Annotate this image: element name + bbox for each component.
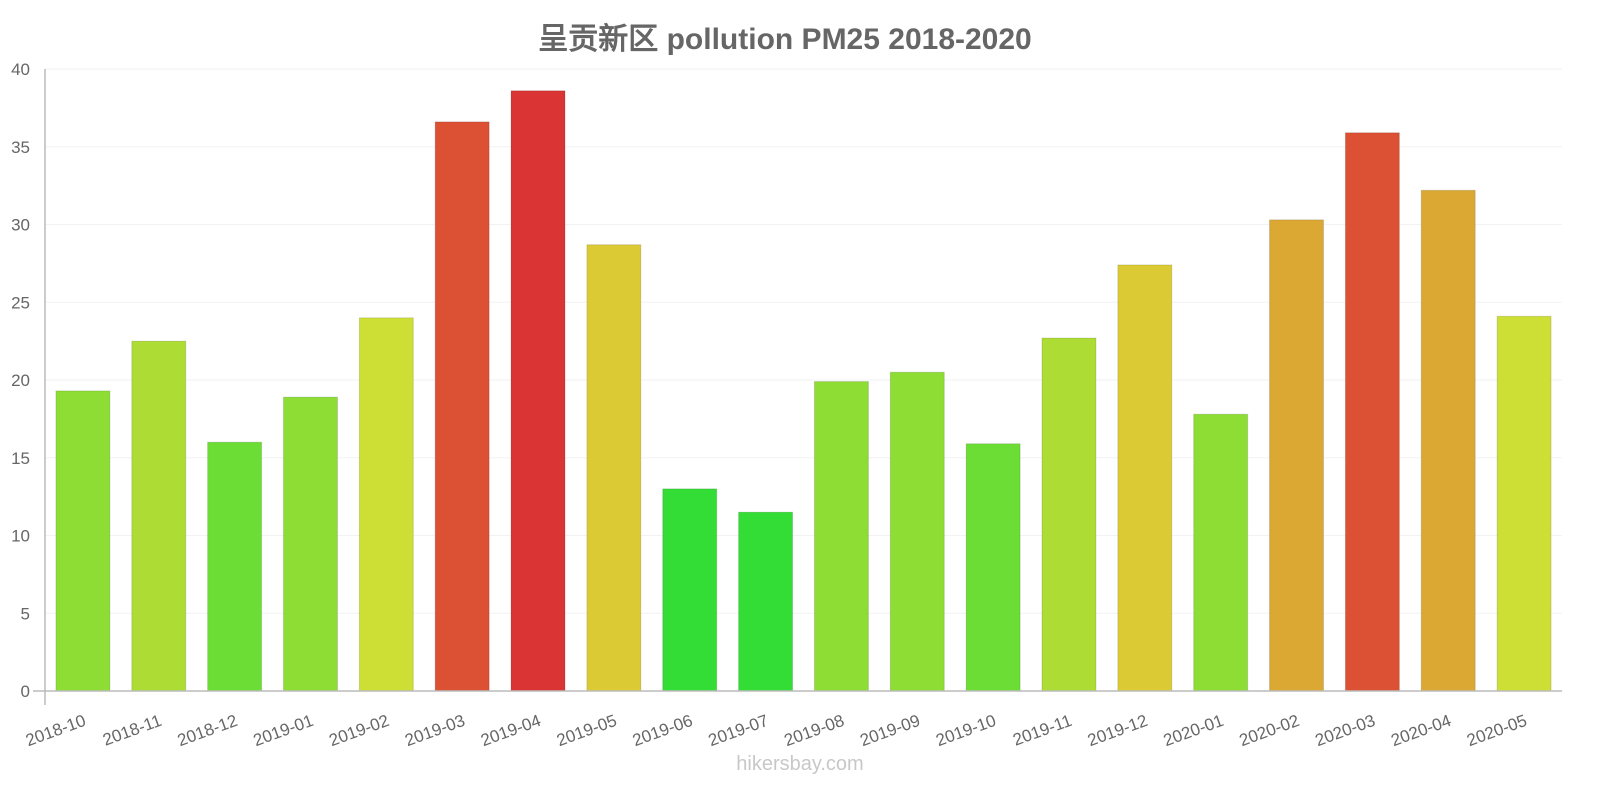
x-tick-label: 2019-04 [478,711,543,750]
bar-2019-02[interactable] [358,317,414,692]
bar-2019-01[interactable] [282,396,338,692]
bar-2019-03[interactable] [434,121,490,692]
bar-2020-04[interactable] [1420,189,1476,692]
bar-2020-02[interactable] [1269,219,1325,692]
bar-2019-07[interactable] [738,511,794,692]
y-tick-label: 15 [11,449,30,468]
x-tick-label: 2020-03 [1313,711,1378,750]
x-tick-label: 2019-10 [933,711,998,750]
y-axis: 0 5 10 15 20 25 30 35 40 [11,60,46,705]
x-tick-label: 2019-12 [1085,711,1150,750]
y-tick-label: 35 [11,138,30,157]
x-tick-label: 2019-07 [706,711,771,750]
watermark: hikersbay.com [736,753,864,775]
bar-2019-09[interactable] [889,371,945,692]
x-tick-label: 2019-09 [858,711,923,750]
x-tick-label: 2019-05 [554,711,619,750]
x-tick-label: 2019-01 [251,711,316,750]
bar-2019-11[interactable] [1041,337,1097,692]
bar-2019-12[interactable] [1117,264,1173,692]
x-tick-label: 2019-08 [782,711,847,750]
x-tick-label: 2020-04 [1388,711,1453,750]
gridlines [45,68,1562,614]
y-tick-label: 10 [11,527,30,546]
x-tick-label: 2018-10 [23,711,88,750]
chart-title: 呈贡新区 pollution PM25 2018-2020 [538,23,1032,56]
x-axis: 2018-10 2018-11 2018-12 2019-01 2019-02 2019-… [23,690,1562,750]
bar-2020-05[interactable] [1496,315,1552,692]
bar-2019-06[interactable] [662,488,718,692]
x-tick-label: 2019-03 [402,711,467,750]
bar-2019-10[interactable] [965,443,1021,692]
y-tick-label: 40 [11,60,30,79]
bar-2019-05[interactable] [586,244,642,692]
x-tick-label: 2019-02 [327,711,392,750]
y-tick-label: 20 [11,371,30,390]
bar-2018-12[interactable] [207,441,263,692]
bar-2019-04[interactable] [510,90,566,692]
x-tick-label: 2020-01 [1161,711,1226,750]
x-tick-label: 2019-06 [630,711,695,750]
y-tick-label: 25 [11,293,30,312]
bar-2020-03[interactable] [1344,132,1400,692]
x-tick-label: 2020-02 [1237,711,1302,750]
y-tick-label: 30 [11,216,30,235]
bar-2019-08[interactable] [813,381,869,692]
bar-2020-01[interactable] [1193,413,1249,692]
x-tick-label: 2018-12 [175,711,240,750]
y-tick-label: 0 [21,682,30,701]
x-tick-label: 2018-11 [100,711,164,750]
y-tick-label: 5 [21,604,30,623]
bar-2018-11[interactable] [131,340,187,692]
x-tick-label: 2020-05 [1464,711,1529,750]
bars [55,90,1552,692]
bar-2018-10[interactable] [55,390,111,692]
x-tick-label: 2019-11 [1010,711,1074,750]
